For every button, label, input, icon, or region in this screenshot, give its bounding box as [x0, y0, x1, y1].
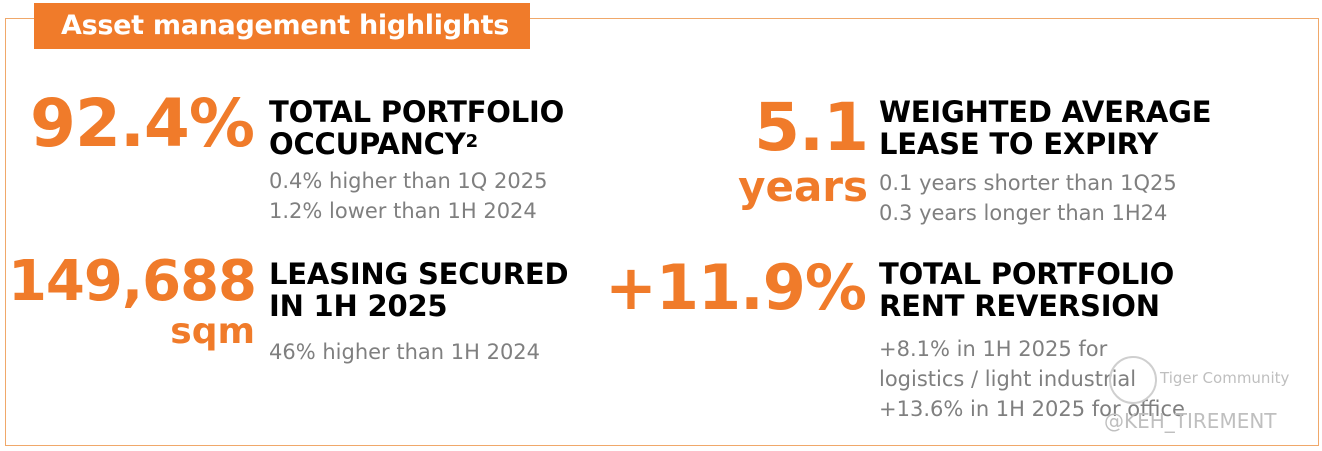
wale-value: 5.1 — [754, 89, 869, 166]
leasing-heading-line2: IN 1H 2025 — [269, 289, 448, 323]
leasing-heading-line1: LEASING SECURED — [269, 257, 569, 291]
leasing-detail-1: 46% higher than 1H 2024 — [269, 340, 541, 364]
reversion-details: +8.1% in 1H 2025 for logistics / light i… — [879, 334, 1279, 424]
watermark-logo-icon — [1109, 356, 1157, 404]
occupancy-heading-line2: OCCUPANCY2 — [269, 128, 599, 160]
occupancy-value: 92.4% — [30, 85, 255, 162]
wale-heading-line2: LEASE TO EXPIRY — [879, 127, 1159, 161]
watermark-handle: @KEH_TIREMENT — [1104, 409, 1277, 433]
wale-details: 0.1 years shorter than 1Q25 0.3 years lo… — [879, 168, 1259, 228]
leasing-heading: LEASING SECURED IN 1H 2025 — [269, 258, 599, 322]
wale-heading-line1: WEIGHTED AVERAGE — [879, 95, 1212, 129]
occupancy-heading-line2-text: OCCUPANCY — [269, 127, 466, 161]
occupancy-details: 0.4% higher than 1Q 2025 1.2% lower than… — [269, 166, 609, 226]
leasing-unit: sqm — [170, 311, 255, 352]
watermark-brand: Tiger Community — [1160, 369, 1290, 387]
reversion-detail-1: +8.1% in 1H 2025 for — [879, 337, 1108, 361]
occupancy-footnote: 2 — [465, 131, 479, 152]
occupancy-heading: TOTAL PORTFOLIO OCCUPANCY2 — [269, 96, 599, 160]
occupancy-detail-1: 0.4% higher than 1Q 2025 — [269, 169, 548, 193]
reversion-detail-2: logistics / light industrial — [879, 367, 1137, 391]
section-title: Asset management highlights — [34, 3, 530, 49]
wale-detail-1: 0.1 years shorter than 1Q25 — [879, 171, 1177, 195]
leasing-details: 46% higher than 1H 2024 — [269, 337, 609, 367]
wale-unit: years — [738, 162, 868, 211]
reversion-heading-line2: RENT REVERSION — [879, 289, 1160, 323]
occupancy-detail-2: 1.2% lower than 1H 2024 — [269, 199, 537, 223]
leasing-value: 149,688 — [7, 249, 257, 314]
wale-heading: WEIGHTED AVERAGE LEASE TO EXPIRY — [879, 96, 1259, 160]
reversion-heading-line1: TOTAL PORTFOLIO — [879, 257, 1175, 291]
highlights-frame — [5, 18, 1319, 446]
occupancy-heading-line1: TOTAL PORTFOLIO — [269, 95, 565, 129]
reversion-heading: TOTAL PORTFOLIO RENT REVERSION — [879, 258, 1259, 322]
wale-detail-2: 0.3 years longer than 1H24 — [879, 201, 1168, 225]
reversion-value: +11.9% — [604, 251, 867, 324]
